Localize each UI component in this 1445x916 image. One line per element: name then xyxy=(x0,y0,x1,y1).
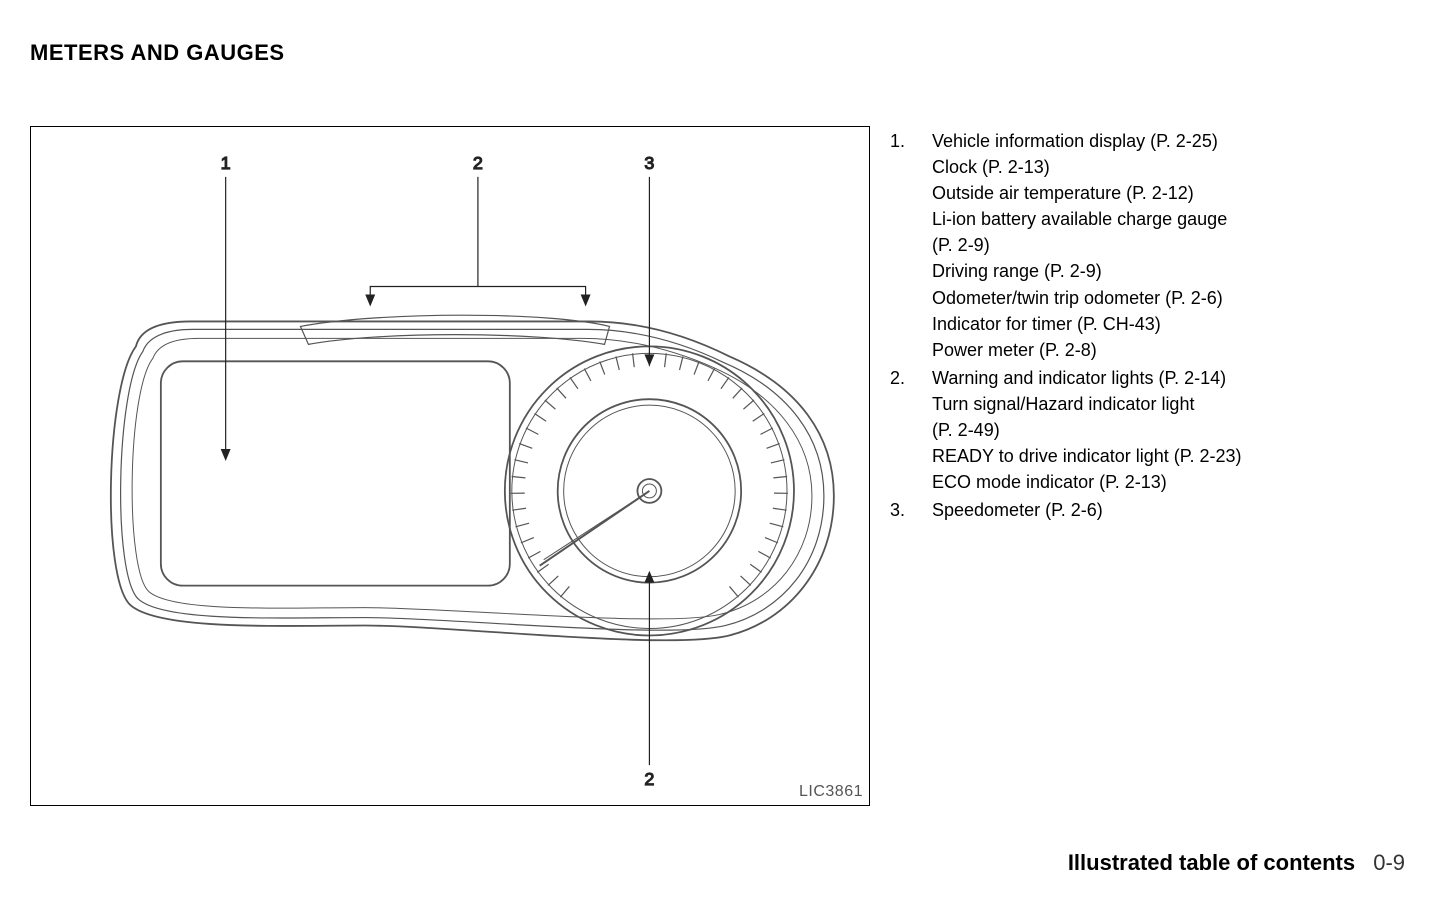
speedometer-inner2 xyxy=(564,405,735,576)
legend-line: Driving range (P. 2-9) xyxy=(932,258,1227,284)
callout-label-1: 1 xyxy=(221,153,231,173)
legend-line: (P. 2-9) xyxy=(932,232,1227,258)
legend-line: Outside air temperature (P. 2-12) xyxy=(932,180,1227,206)
legend-item-text: Vehicle information display (P. 2-25)Clo… xyxy=(932,128,1227,363)
legend-item-text: Warning and indicator lights (P. 2-14)Tu… xyxy=(932,365,1241,495)
legend-line: (P. 2-49) xyxy=(932,417,1241,443)
legend-line: ECO mode indicator (P. 2-13) xyxy=(932,469,1241,495)
manual-page: METERS AND GAUGES xyxy=(0,0,1445,916)
section-title: METERS AND GAUGES xyxy=(30,40,1415,66)
legend-item-number: 1. xyxy=(890,128,932,363)
speedometer-hub xyxy=(637,479,661,503)
legend-item: 1.Vehicle information display (P. 2-25)C… xyxy=(890,128,1415,363)
speedometer-inner xyxy=(558,399,741,582)
legend-line: Warning and indicator lights (P. 2-14) xyxy=(932,365,1241,391)
cluster-outer-shell xyxy=(111,321,834,640)
legend-column: 1.Vehicle information display (P. 2-25)C… xyxy=(890,126,1415,525)
page-footer: Illustrated table of contents 0-9 xyxy=(1068,850,1405,876)
legend-item-number: 2. xyxy=(890,365,932,495)
cluster-shell-inner2 xyxy=(132,338,812,619)
instrument-cluster-diagram: 1 2 3 2 xyxy=(31,127,869,805)
footer-page-number: 0-9 xyxy=(1373,850,1405,875)
legend-item-number: 3. xyxy=(890,497,932,523)
callout-label-3: 3 xyxy=(644,153,654,173)
callouts: 1 2 3 2 xyxy=(221,153,655,789)
legend-line: READY to drive indicator light (P. 2-23) xyxy=(932,443,1241,469)
legend-line: Clock (P. 2-13) xyxy=(932,154,1227,180)
legend-list: 1.Vehicle information display (P. 2-25)C… xyxy=(890,128,1415,523)
legend-item-text: Speedometer (P. 2-6) xyxy=(932,497,1103,523)
content-row: 1 2 3 2 xyxy=(30,126,1415,806)
legend-line: Li-ion battery available charge gauge xyxy=(932,206,1227,232)
footer-title: Illustrated table of contents xyxy=(1068,850,1355,875)
legend-line: Speedometer (P. 2-6) xyxy=(932,497,1103,523)
speedometer-hub2 xyxy=(642,484,656,498)
callout-label-bottom: 2 xyxy=(644,769,654,789)
legend-item: 3.Speedometer (P. 2-6) xyxy=(890,497,1415,523)
legend-line: Turn signal/Hazard indicator light xyxy=(932,391,1241,417)
legend-line: Power meter (P. 2-8) xyxy=(932,337,1227,363)
legend-item: 2.Warning and indicator lights (P. 2-14)… xyxy=(890,365,1415,495)
figure-container: 1 2 3 2 xyxy=(30,126,870,806)
legend-line: Indicator for timer (P. CH-43) xyxy=(932,311,1227,337)
figure-id-label: LIC3861 xyxy=(799,783,863,801)
info-display-screen xyxy=(161,361,510,585)
speedometer-ticks xyxy=(511,352,788,597)
speedometer-needle xyxy=(540,491,650,566)
callout-label-2: 2 xyxy=(473,153,483,173)
legend-line: Odometer/twin trip odometer (P. 2-6) xyxy=(932,285,1227,311)
legend-line: Vehicle information display (P. 2-25) xyxy=(932,128,1227,154)
